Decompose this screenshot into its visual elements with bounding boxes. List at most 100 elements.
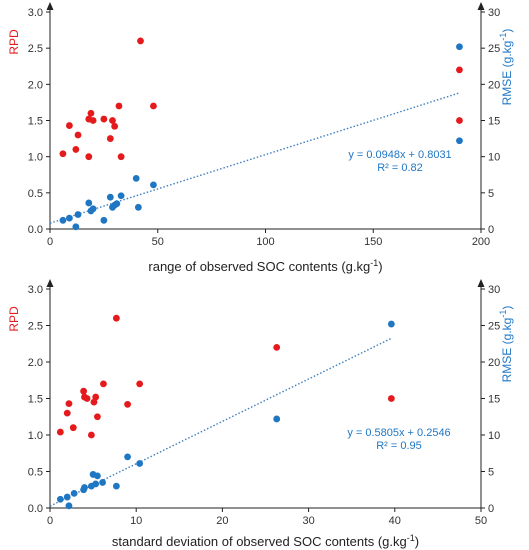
- y-tick-label-left: 1.0: [28, 152, 43, 164]
- rmse-point: [63, 493, 71, 501]
- rpd-point: [112, 314, 120, 322]
- y-tick-label-left: 0.0: [28, 503, 43, 515]
- y-tick-label-left: 3.0: [28, 7, 43, 19]
- y-tick-label-right: 5: [488, 188, 494, 200]
- rmse-point: [65, 502, 73, 510]
- rmse-series: [59, 43, 463, 231]
- rpd-point: [87, 431, 95, 439]
- y-tick-label-right: 30: [488, 7, 500, 19]
- y-tick-label-left: 1.0: [28, 430, 43, 442]
- rpd-point: [150, 102, 157, 110]
- rpd-point: [456, 117, 463, 124]
- rpd-point: [80, 387, 88, 395]
- rpd-point: [124, 400, 131, 408]
- x-axis-label: standard deviation of observed SOC conte…: [112, 533, 419, 549]
- x-tick-label: 200: [472, 236, 490, 248]
- y-tick-label-left: 0.5: [28, 467, 43, 479]
- rmse-point: [134, 203, 142, 211]
- rmse-point: [150, 181, 157, 189]
- rmse-point: [59, 216, 67, 224]
- rmse-point: [92, 480, 100, 488]
- x-axis-label-sup: -1: [370, 258, 378, 268]
- rpd-point: [136, 380, 144, 388]
- x-axis-label-main: standard deviation of observed SOC conte…: [112, 534, 407, 549]
- y-tick-label-right: 15: [488, 116, 500, 128]
- x-tick-label: 100: [256, 236, 274, 248]
- trend-r2: R² = 0.82: [377, 162, 423, 174]
- rmse-point: [56, 495, 64, 503]
- rpd-point: [63, 409, 71, 417]
- rpd-point: [387, 395, 395, 402]
- y-axis-right-arrow: [477, 279, 485, 287]
- rmse-point: [106, 193, 114, 201]
- x-axis-label-end: ): [378, 259, 382, 274]
- rmse-point: [81, 484, 88, 491]
- rmse-point: [124, 453, 131, 461]
- trend-r2: R² = 0.95: [376, 440, 422, 452]
- rmse-point: [112, 482, 120, 490]
- rpd-point: [273, 344, 281, 351]
- trend-equation: y = 0.0948x + 0.8031: [348, 149, 451, 161]
- y-axis-right-arrow: [477, 2, 485, 10]
- rpd-point: [92, 393, 100, 401]
- x-tick-label: 50: [475, 515, 487, 527]
- rpd-point: [90, 398, 98, 406]
- rpd-point: [72, 146, 80, 153]
- y-tick-label-left: 2.0: [28, 79, 43, 91]
- y-axis-left-arrow: [46, 279, 54, 287]
- y-axis-label-left: RPD: [7, 29, 21, 55]
- rpd-point: [65, 122, 73, 129]
- rpd-point: [59, 150, 67, 158]
- rmse-point: [456, 43, 463, 51]
- y-tick-label-left: 0.5: [28, 188, 43, 200]
- rmse-point: [456, 137, 463, 145]
- y-tick-label-right: 0: [488, 224, 494, 236]
- y-tick-label-right: 5: [488, 467, 494, 479]
- y-tick-label-right: 25: [488, 43, 500, 55]
- rpd-series: [59, 37, 463, 161]
- trendline: [49, 92, 460, 224]
- rpd-point: [89, 117, 97, 124]
- chart-panel-1: 0 50 100 150 200 0.0 0.5 1.0 1.5 2.0 2.5 3.0 0 5 10 15 2…: [7, 2, 514, 274]
- rpd-point: [85, 153, 93, 161]
- rmse-point: [99, 479, 106, 486]
- rmse-series: [56, 320, 395, 510]
- rpd-point: [111, 122, 119, 130]
- rpd-point: [115, 102, 123, 110]
- y-tick-label-left: 1.5: [28, 116, 43, 128]
- rmse-point: [136, 460, 144, 467]
- rmse-point: [387, 320, 395, 328]
- rmse-point: [89, 205, 97, 213]
- x-axis-label-end: ): [415, 534, 419, 549]
- y-axis-label-right: RMSE (g.kg-1): [498, 306, 514, 383]
- x-tick-label: 10: [130, 515, 142, 527]
- rpd-point: [87, 109, 95, 117]
- rmse-point: [65, 214, 73, 222]
- y-tick-label-left: 2.5: [28, 321, 43, 333]
- x-tick-label: 20: [216, 515, 228, 527]
- y-tick-label-right: 30: [488, 284, 500, 296]
- rpd-point: [94, 413, 101, 421]
- y-axis-label-right-main: RMSE (g.kg: [500, 41, 514, 106]
- y-axis-left-arrow: [46, 2, 54, 10]
- rpd-point: [74, 131, 82, 139]
- x-axis-label: range of observed SOC contents (g.kg-1): [148, 258, 382, 274]
- rmse-point: [94, 472, 101, 480]
- rmse-point: [113, 200, 121, 208]
- y-tick-label-left: 2.5: [28, 43, 43, 55]
- x-axis-label-sup: -1: [407, 533, 415, 543]
- x-axis-label-main: range of observed SOC contents (g.kg: [148, 259, 370, 274]
- x-tick-label: 0: [47, 515, 53, 527]
- rpd-point: [106, 135, 114, 142]
- y-tick-label-right: 10: [488, 430, 500, 442]
- rmse-point: [100, 216, 108, 224]
- rpd-point: [117, 153, 125, 161]
- x-tick-label: 30: [302, 515, 314, 527]
- y-tick-label-right: 25: [488, 321, 500, 333]
- rpd-point: [69, 424, 77, 432]
- trendline: [49, 337, 392, 507]
- rpd-point: [56, 428, 64, 436]
- y-axis-label-left: RPD: [7, 306, 21, 332]
- rmse-point: [132, 174, 140, 182]
